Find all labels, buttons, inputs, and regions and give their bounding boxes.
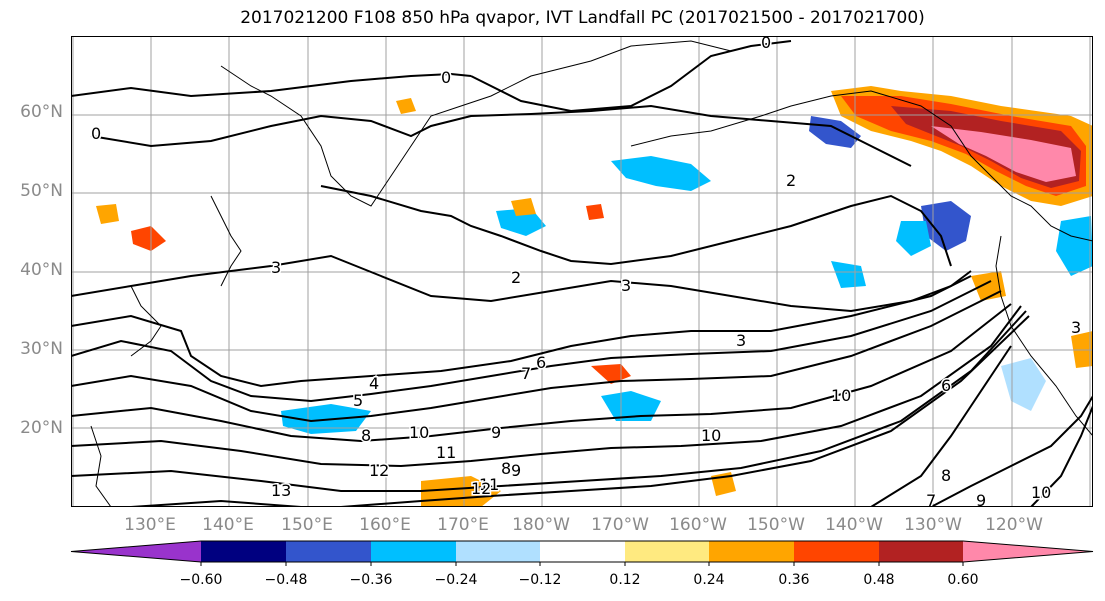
contour-label: 5 [353, 391, 363, 410]
contour-label: 8 [501, 459, 511, 478]
lon-label-150e: 150°E [281, 515, 333, 535]
map-frame [71, 36, 1093, 507]
colorbar-tick: 0.12 [609, 572, 641, 588]
lat-label-30n: 30°N [20, 339, 63, 359]
lon-label-170e: 170°E [437, 515, 489, 535]
contour-label: 9 [511, 461, 521, 480]
colorbar-tick: 0.60 [947, 572, 979, 588]
contour-label: 3 [271, 258, 281, 277]
contour-label: 0 [761, 36, 771, 52]
colorbar-segment [540, 541, 625, 562]
lon-label-170w: 170°W [591, 515, 649, 535]
lon-label-130w: 130°W [904, 515, 962, 535]
lon-label-160w: 160°W [669, 515, 727, 535]
colorbar-outline [70, 540, 1094, 563]
contour-label: 2 [511, 268, 521, 287]
contour-label: 0 [91, 124, 101, 143]
contour-label: 7 [926, 491, 936, 507]
contour-label: 6 [536, 353, 546, 372]
plot-title: 2017021200 F108 850 hPa qvapor, IVT Land… [240, 8, 925, 28]
qvapor-anomaly-fill [96, 86, 1093, 507]
colorbar-tick: −0.36 [349, 572, 393, 588]
colorbar-segment [709, 541, 794, 562]
colorbar-tick: −0.24 [434, 572, 478, 588]
contour-label: 2 [786, 171, 796, 190]
colorbar-segment [71, 541, 201, 562]
colorbar-segment [286, 541, 371, 562]
contour-label: 12 [471, 479, 491, 498]
lon-label-140e: 140°E [202, 515, 254, 535]
contour-label: 11 [479, 475, 499, 494]
contour-label: 8 [361, 426, 371, 445]
lon-label-160e: 160°E [359, 515, 411, 535]
contour-label: 9 [491, 423, 501, 442]
contour-label: 6 [941, 376, 951, 395]
colorbar-segment [371, 541, 456, 562]
colorbar-segment [625, 541, 709, 562]
lat-label-40n: 40°N [20, 260, 63, 280]
lon-label-140w: 140°W [825, 515, 883, 535]
contour-label: 7 [521, 364, 531, 383]
lon-label-130e: 130°E [124, 515, 176, 535]
contour-label: 13 [271, 481, 291, 500]
contour-label: 4 [369, 374, 379, 393]
lon-label-180w: 180°W [512, 515, 570, 535]
contour-label: 10 [409, 423, 429, 442]
lat-label-60n: 60°N [20, 102, 63, 122]
colorbar-segment [201, 541, 286, 562]
colorbar-segment [879, 541, 963, 562]
lon-label-150w: 150°W [747, 515, 805, 535]
lat-label-50n: 50°N [20, 181, 63, 201]
lat-label-20n: 20°N [20, 418, 63, 438]
contour-label: 10 [1031, 483, 1051, 502]
contour-label: 9 [976, 491, 986, 507]
contour-label: 12 [369, 461, 389, 480]
colorbar-tick: 0.48 [863, 572, 895, 588]
colorbar-tick: 0.36 [778, 572, 810, 588]
contour-label: 3 [736, 331, 746, 350]
graticule [71, 36, 1093, 507]
contour-label: 11 [436, 443, 456, 462]
contour-label: 0 [441, 68, 451, 87]
colorbar-tick: −0.48 [264, 572, 308, 588]
contour-label: 3 [621, 276, 631, 295]
lon-label-120w: 120°W [985, 515, 1043, 535]
colorbar-segment [794, 541, 879, 562]
contour-label: 10 [831, 386, 851, 405]
colorbar-tick: −0.60 [179, 572, 223, 588]
contour-label: 3 [1071, 318, 1081, 337]
colorbar-segment [963, 541, 1093, 562]
colorbar-tick: 0.24 [693, 572, 725, 588]
colorbar-tick: −0.12 [518, 572, 562, 588]
colorbar-segment [456, 541, 540, 562]
map-panel: 0 0 0 2 2 3 3 3 4 5 6 7 8 8 8 9 9 10 10 10 11 11 12 12 13 3 6 7 9 10 [71, 36, 1093, 507]
contour-label: 10 [701, 426, 721, 445]
contour-label: 8 [941, 466, 951, 485]
ivt-contours [71, 40, 1093, 507]
